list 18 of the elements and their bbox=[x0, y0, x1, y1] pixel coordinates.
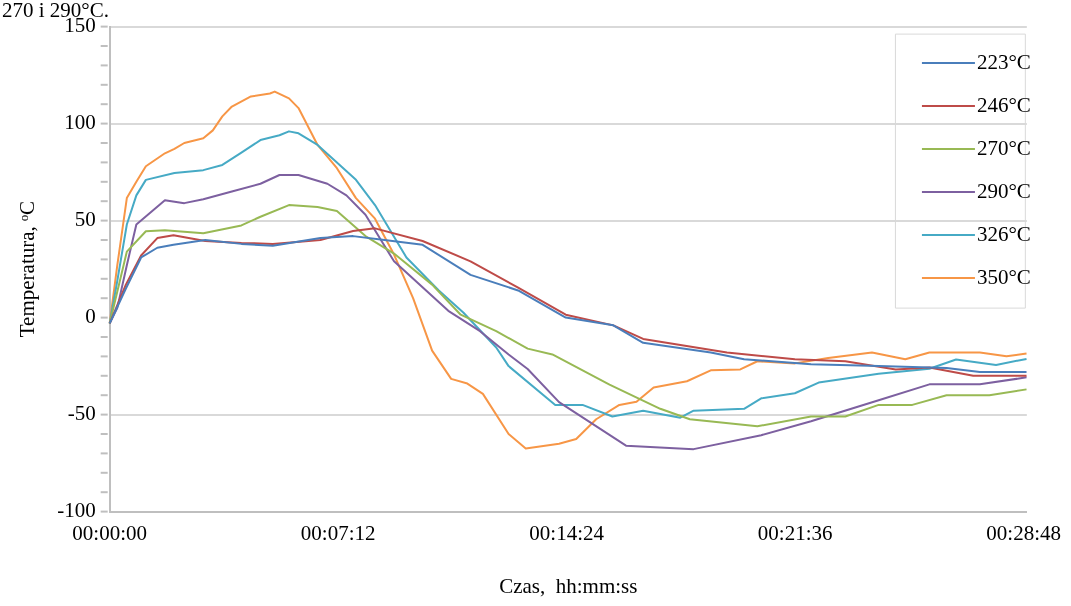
legend-label: 246°C bbox=[976, 92, 1031, 117]
y-tick-label: 100 bbox=[64, 110, 96, 135]
legend-label: 290°C bbox=[976, 178, 1031, 203]
y-tick-label: 50 bbox=[74, 207, 96, 232]
x-tick-label: 00:21:36 bbox=[757, 520, 833, 545]
legend-label: 270°C bbox=[976, 135, 1031, 160]
y-tick-label: -50 bbox=[67, 401, 96, 426]
x-tick-label: 00:28:48 bbox=[986, 520, 1061, 545]
x-tick-label: 00:07:12 bbox=[300, 520, 376, 545]
legend-label: 350°C bbox=[976, 264, 1031, 289]
x-tick-label: 00:00:00 bbox=[72, 520, 148, 545]
y-axis-title: Temperatura, ᵒC bbox=[15, 200, 40, 338]
y-tick-label: 0 bbox=[85, 304, 96, 329]
x-axis-title: Czas, hh:mm:ss bbox=[499, 573, 638, 598]
x-tick-label: 00:14:24 bbox=[529, 520, 605, 545]
legend-label: 326°C bbox=[976, 221, 1031, 246]
legend-label: 223°C bbox=[976, 49, 1031, 74]
y-tick-label: -100 bbox=[57, 498, 96, 523]
